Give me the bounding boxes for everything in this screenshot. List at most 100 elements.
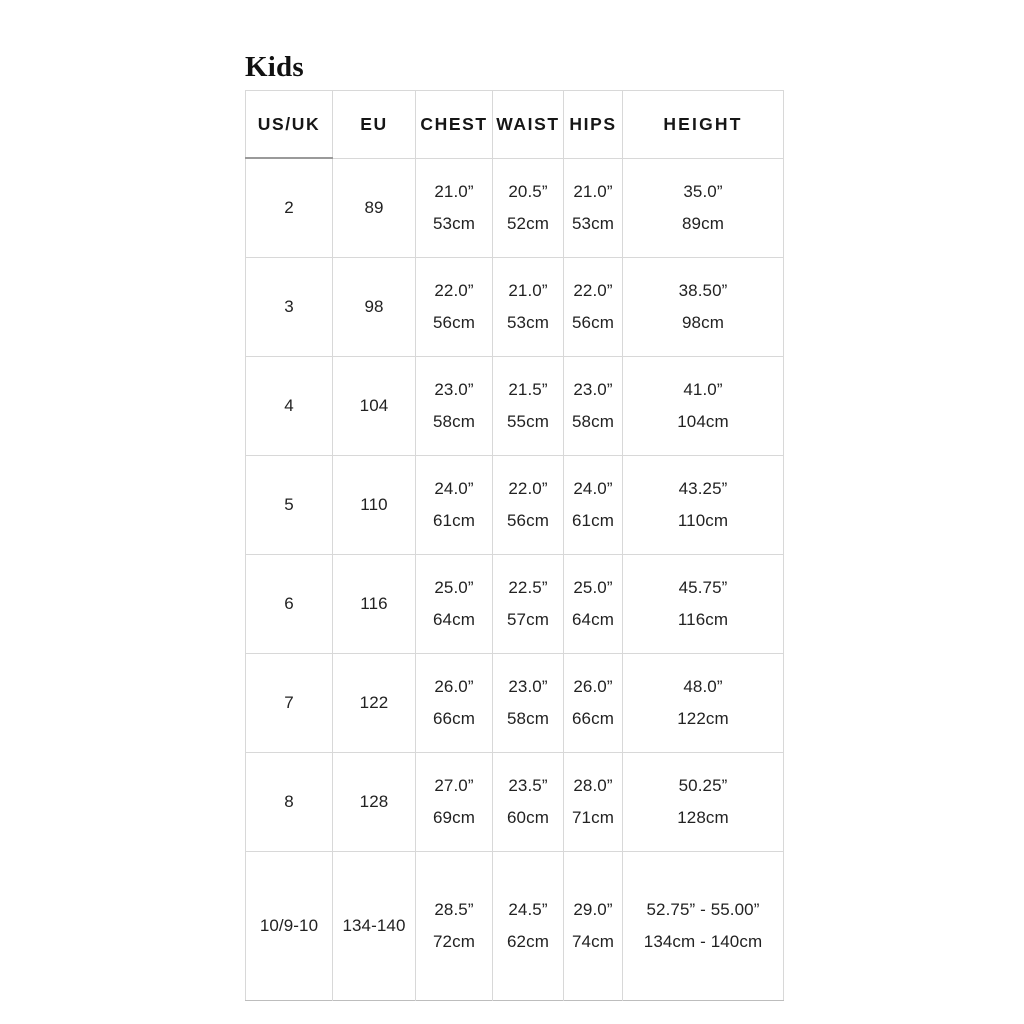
cell-waist-centimeters: 55cm bbox=[507, 412, 549, 431]
cell-height: 45.75” 116cm bbox=[622, 554, 784, 654]
cell-hips-inches: 24.0” bbox=[573, 479, 613, 498]
cell-chest-values: 21.0” 53cm bbox=[416, 176, 492, 240]
cell-usuk: 5 bbox=[245, 455, 333, 555]
table-row: 8 128 27.0” 69cm 23.5” 60cm 28.0” 71cm 50.25” 128… bbox=[245, 752, 784, 852]
cell-height-inches: 43.25” bbox=[678, 479, 728, 498]
cell-chest: 28.5” 72cm bbox=[415, 851, 493, 1001]
cell-waist-inches: 23.5” bbox=[508, 776, 548, 795]
cell-chest-centimeters: 56cm bbox=[433, 313, 475, 332]
cell-chest-centimeters: 61cm bbox=[433, 511, 475, 530]
cell-hips: 25.0” 64cm bbox=[563, 554, 623, 654]
cell-height: 48.0” 122cm bbox=[622, 653, 784, 753]
cell-chest-values: 24.0” 61cm bbox=[416, 473, 492, 537]
cell-chest: 26.0” 66cm bbox=[415, 653, 493, 753]
cell-eu: 98 bbox=[332, 257, 416, 357]
cell-waist: 22.5” 57cm bbox=[492, 554, 564, 654]
column-header-chest: CHEST bbox=[415, 90, 493, 159]
cell-chest-values: 27.0” 69cm bbox=[416, 770, 492, 834]
cell-waist-centimeters: 53cm bbox=[507, 313, 549, 332]
cell-eu: 110 bbox=[332, 455, 416, 555]
column-header-eu: EU bbox=[332, 90, 416, 159]
table-row: 3 98 22.0” 56cm 21.0” 53cm 22.0” 56cm 38.50” 98cm bbox=[245, 257, 784, 357]
table-row: 7 122 26.0” 66cm 23.0” 58cm 26.0” 66cm 48.0” 122c… bbox=[245, 653, 784, 753]
cell-height-centimeters: 89cm bbox=[682, 213, 724, 233]
cell-height-values: 43.25” 110cm bbox=[623, 473, 783, 537]
cell-eu: 134-140 bbox=[332, 851, 416, 1001]
cell-height: 50.25” 128cm bbox=[622, 752, 784, 852]
cell-height-centimeters: 104cm bbox=[677, 412, 729, 431]
cell-hips-inches: 23.0” bbox=[573, 380, 613, 399]
cell-waist-values: 23.0” 58cm bbox=[493, 671, 563, 735]
cell-waist-values: 23.5” 60cm bbox=[493, 770, 563, 834]
cell-hips-centimeters: 58cm bbox=[572, 412, 614, 431]
cell-chest-values: 26.0” 66cm bbox=[416, 671, 492, 735]
cell-height-inches: 50.25” bbox=[678, 776, 728, 795]
cell-height-inches: 41.0” bbox=[683, 380, 723, 399]
cell-height-values: 48.0” 122cm bbox=[623, 671, 783, 735]
cell-hips: 24.0” 61cm bbox=[563, 455, 623, 555]
cell-hips: 26.0” 66cm bbox=[563, 653, 623, 753]
cell-chest-inches: 23.0” bbox=[434, 380, 474, 399]
cell-waist-inches: 22.0” bbox=[508, 479, 548, 498]
column-header-height: HEIGHT bbox=[622, 90, 784, 159]
cell-chest: 24.0” 61cm bbox=[415, 455, 493, 555]
cell-waist: 22.0” 56cm bbox=[492, 455, 564, 555]
cell-chest-values: 28.5” 72cm bbox=[416, 894, 492, 958]
cell-waist: 24.5” 62cm bbox=[492, 851, 564, 1001]
cell-waist-inches: 22.5” bbox=[508, 578, 548, 597]
cell-height-values: 41.0” 104cm bbox=[623, 374, 783, 438]
cell-chest-centimeters: 64cm bbox=[433, 610, 475, 629]
cell-hips-values: 26.0” 66cm bbox=[564, 671, 622, 735]
cell-waist: 21.5” 55cm bbox=[492, 356, 564, 456]
cell-hips-inches: 29.0” bbox=[573, 900, 613, 919]
cell-chest: 27.0” 69cm bbox=[415, 752, 493, 852]
cell-hips-values: 29.0” 74cm bbox=[564, 894, 622, 958]
cell-chest: 23.0” 58cm bbox=[415, 356, 493, 456]
cell-hips-centimeters: 53cm bbox=[572, 213, 614, 233]
cell-hips-centimeters: 74cm bbox=[572, 932, 614, 951]
cell-waist-values: 21.5” 55cm bbox=[493, 374, 563, 438]
cell-usuk: 7 bbox=[245, 653, 333, 753]
cell-waist-inches: 21.5” bbox=[508, 380, 548, 399]
cell-height-inches: 45.75” bbox=[678, 578, 728, 597]
cell-height-centimeters: 98cm bbox=[682, 313, 724, 332]
column-header-waist: WAIST bbox=[492, 90, 564, 159]
cell-chest-inches: 22.0” bbox=[434, 281, 474, 300]
kids-size-table: US/UK EU CHEST WAIST HIPS HEIGHT 2 89 21.0… bbox=[245, 90, 784, 1001]
cell-hips-values: 24.0” 61cm bbox=[564, 473, 622, 537]
cell-chest-inches: 25.0” bbox=[434, 578, 474, 597]
cell-usuk: 8 bbox=[245, 752, 333, 852]
cell-usuk: 3 bbox=[245, 257, 333, 357]
cell-height: 41.0” 104cm bbox=[622, 356, 784, 456]
cell-eu: 116 bbox=[332, 554, 416, 654]
cell-waist-values: 22.5” 57cm bbox=[493, 572, 563, 636]
cell-hips: 21.0” 53cm bbox=[563, 158, 623, 258]
cell-chest-inches: 26.0” bbox=[434, 677, 474, 696]
cell-eu: 122 bbox=[332, 653, 416, 753]
cell-usuk: 6 bbox=[245, 554, 333, 654]
cell-height-values: 45.75” 116cm bbox=[623, 572, 783, 636]
size-table-container: US/UK EU CHEST WAIST HIPS HEIGHT 2 89 21.0… bbox=[245, 90, 784, 1001]
cell-waist-centimeters: 56cm bbox=[507, 511, 549, 530]
cell-hips-values: 28.0” 71cm bbox=[564, 770, 622, 834]
page-title: Kids bbox=[245, 51, 304, 84]
cell-chest-inches: 24.0” bbox=[434, 479, 474, 498]
cell-chest-centimeters: 58cm bbox=[433, 412, 475, 431]
table-header-row: US/UK EU CHEST WAIST HIPS HEIGHT bbox=[245, 90, 784, 159]
cell-waist-centimeters: 57cm bbox=[507, 610, 549, 629]
cell-chest: 25.0” 64cm bbox=[415, 554, 493, 654]
cell-eu: 128 bbox=[332, 752, 416, 852]
cell-height: 38.50” 98cm bbox=[622, 257, 784, 357]
cell-hips: 28.0” 71cm bbox=[563, 752, 623, 852]
column-header-hips: HIPS bbox=[563, 90, 623, 159]
cell-eu: 89 bbox=[332, 158, 416, 258]
cell-height: 35.0” 89cm bbox=[622, 158, 784, 258]
cell-height-values: 52.75” - 55.00” 134cm - 140cm bbox=[623, 894, 783, 958]
table-row: 10/9-10 134-140 28.5” 72cm 24.5” 62cm 29.0” 74c… bbox=[245, 851, 784, 1001]
cell-chest-values: 22.0” 56cm bbox=[416, 275, 492, 339]
cell-chest-centimeters: 53cm bbox=[433, 213, 475, 233]
cell-waist: 23.5” 60cm bbox=[492, 752, 564, 852]
cell-hips-inches: 21.0” bbox=[573, 181, 613, 201]
cell-chest-inches: 21.0” bbox=[434, 181, 474, 201]
cell-waist-centimeters: 60cm bbox=[507, 808, 549, 827]
